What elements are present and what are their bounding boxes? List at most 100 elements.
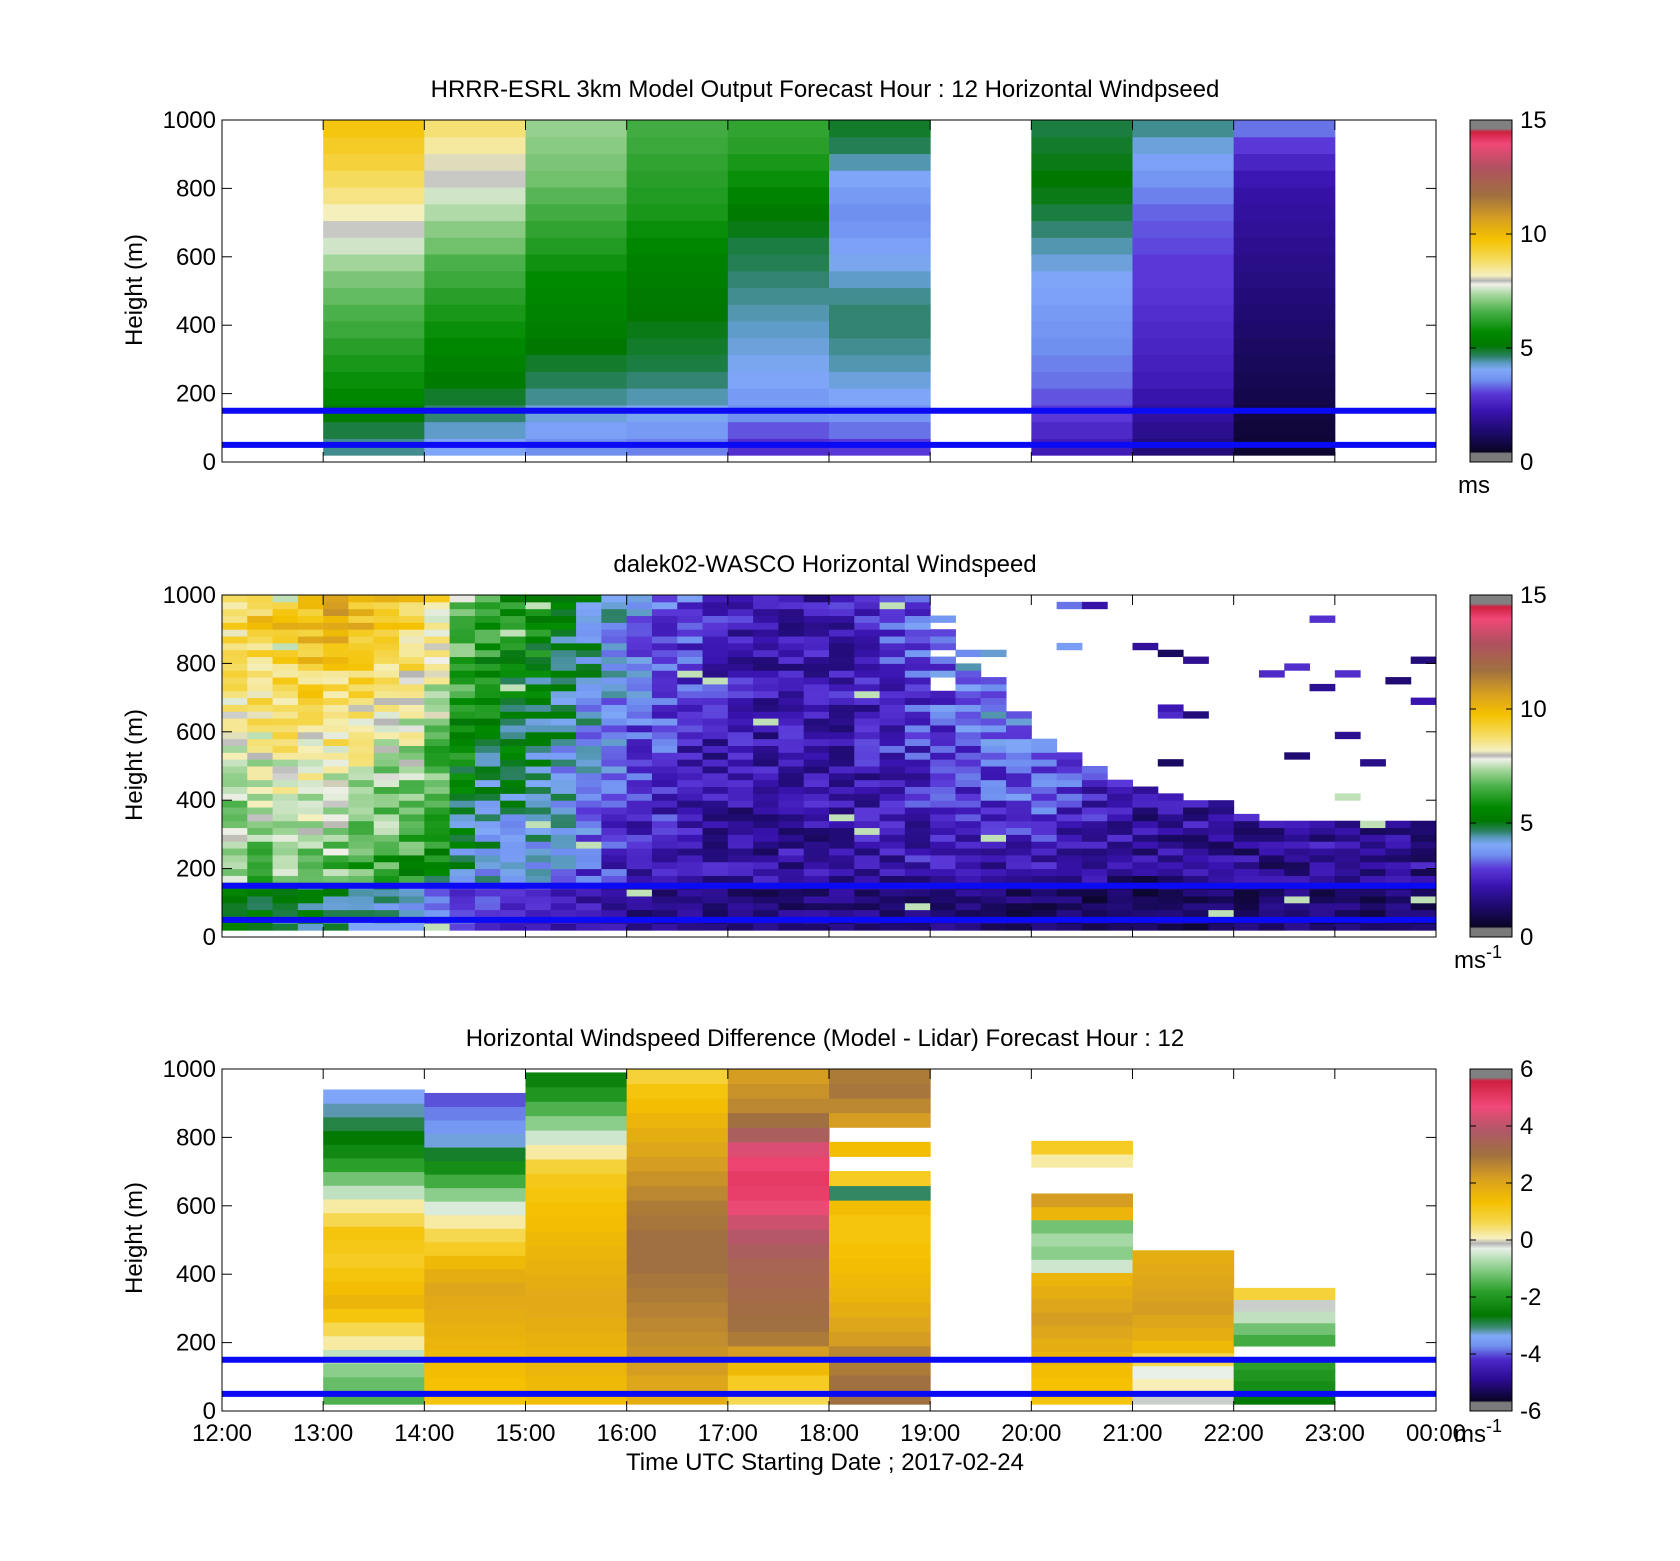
heatmap-cell [1208, 889, 1235, 897]
heatmap-cell [1208, 848, 1235, 856]
heatmap-cell [247, 868, 274, 876]
heatmap-cell [778, 745, 805, 753]
heatmap-cell [626, 595, 653, 603]
heatmap-cell [373, 854, 400, 863]
heatmap-cell [424, 718, 451, 726]
heatmap-cell [930, 766, 956, 774]
heatmap-cell [702, 649, 729, 658]
heatmap-cell [651, 813, 678, 822]
heatmap-cell [1233, 304, 1336, 322]
panel-difference: Horizontal Windspeed Difference (Model -… [121, 1025, 1541, 1476]
heatmap-cell [626, 304, 729, 322]
heatmap-cell [626, 254, 729, 272]
heatmap-cell [399, 895, 425, 904]
heatmap-cell [879, 704, 906, 712]
heatmap-cell [702, 889, 729, 897]
heatmap-cell [1360, 759, 1386, 767]
heatmap-cell [449, 827, 476, 835]
heatmap-cell [373, 779, 400, 788]
heatmap-cell [702, 909, 729, 917]
heatmap-cell [348, 759, 375, 767]
heatmap-cell [272, 827, 299, 835]
heatmap-cell [373, 861, 400, 870]
heatmap-cell [525, 1173, 628, 1189]
heatmap-cell [297, 909, 324, 917]
heatmap-cell [930, 745, 956, 753]
heatmap-cell [1258, 889, 1285, 897]
heatmap-cell [626, 388, 729, 406]
heatmap-cell [576, 861, 602, 870]
heatmap-cell [1006, 909, 1032, 917]
heatmap-cell [727, 813, 754, 822]
heatmap-cell [829, 371, 931, 389]
heatmap-cell [1056, 766, 1083, 774]
heatmap-cell [904, 841, 931, 849]
heatmap-cell [1233, 170, 1336, 188]
heatmap-cell [651, 670, 678, 678]
heatmap-cell [626, 354, 729, 372]
heatmap-cell [601, 786, 628, 794]
heatmap-cell [550, 615, 577, 623]
heatmap-cell [272, 793, 299, 801]
heatmap-cell [753, 800, 779, 808]
heatmap-cell [829, 153, 931, 171]
colorbar-tick-label: 0 [1520, 924, 1533, 951]
heatmap-cell [424, 120, 526, 138]
heatmap-cell [323, 304, 425, 322]
heatmap-cell [247, 813, 274, 822]
heatmap-cell [1385, 909, 1412, 917]
heatmap-cell [272, 766, 299, 774]
heatmap-cell [297, 923, 324, 931]
heatmap-cell [601, 629, 628, 637]
heatmap-cell [904, 889, 931, 897]
heatmap-cell [399, 656, 425, 664]
heatmap-cell [727, 875, 754, 883]
heatmap-cell [626, 738, 653, 746]
heatmap-cell [727, 786, 754, 794]
heatmap-cell [626, 1331, 729, 1347]
heatmap-cell [1132, 923, 1159, 931]
heatmap-cell [727, 718, 754, 726]
heatmap-cell [626, 203, 729, 222]
heatmap-cell [803, 813, 830, 822]
heatmap-cell [500, 711, 526, 719]
heatmap-cell [854, 861, 881, 870]
heatmap-cell [1031, 136, 1133, 155]
heatmap-cell [1031, 1193, 1133, 1208]
heatmap-cell [348, 875, 375, 883]
heatmap-cell [930, 779, 956, 788]
heatmap-cell [1107, 827, 1133, 835]
heatmap-cell [1107, 820, 1133, 829]
heatmap-cell [323, 421, 425, 439]
x-tick-label: 19:00 [900, 1420, 960, 1447]
heatmap-cell [601, 889, 628, 897]
heatmap-cell [247, 909, 274, 917]
heatmap-cell [550, 779, 577, 788]
heatmap-cell [576, 731, 602, 740]
heatmap-cell [651, 759, 678, 767]
heatmap-cell [727, 1214, 830, 1230]
heatmap-cell [778, 766, 805, 774]
heatmap-cell [449, 766, 476, 774]
heatmap-cell [601, 827, 628, 835]
heatmap-cell [500, 909, 526, 917]
heatmap-cell [424, 752, 451, 760]
heatmap-cell [373, 875, 400, 883]
heatmap-cell [500, 731, 526, 740]
heatmap-cell [474, 656, 501, 664]
heatmap-cell [1309, 902, 1336, 911]
heatmap-cell [323, 690, 349, 699]
heatmap-cell [1360, 854, 1386, 863]
heatmap-cell [930, 813, 956, 822]
heatmap-cell [904, 820, 931, 829]
heatmap-cell [778, 909, 805, 917]
heatmap-cell [323, 793, 349, 801]
heatmap-cell [955, 711, 982, 719]
heatmap-cell [626, 663, 653, 671]
heatmap-cell [474, 875, 501, 883]
x-tick-label: 14:00 [394, 1420, 454, 1447]
heatmap-cell [1233, 220, 1336, 238]
heatmap-cell [854, 848, 881, 856]
heatmap-cell [424, 1336, 526, 1351]
heatmap-cell [297, 848, 324, 856]
